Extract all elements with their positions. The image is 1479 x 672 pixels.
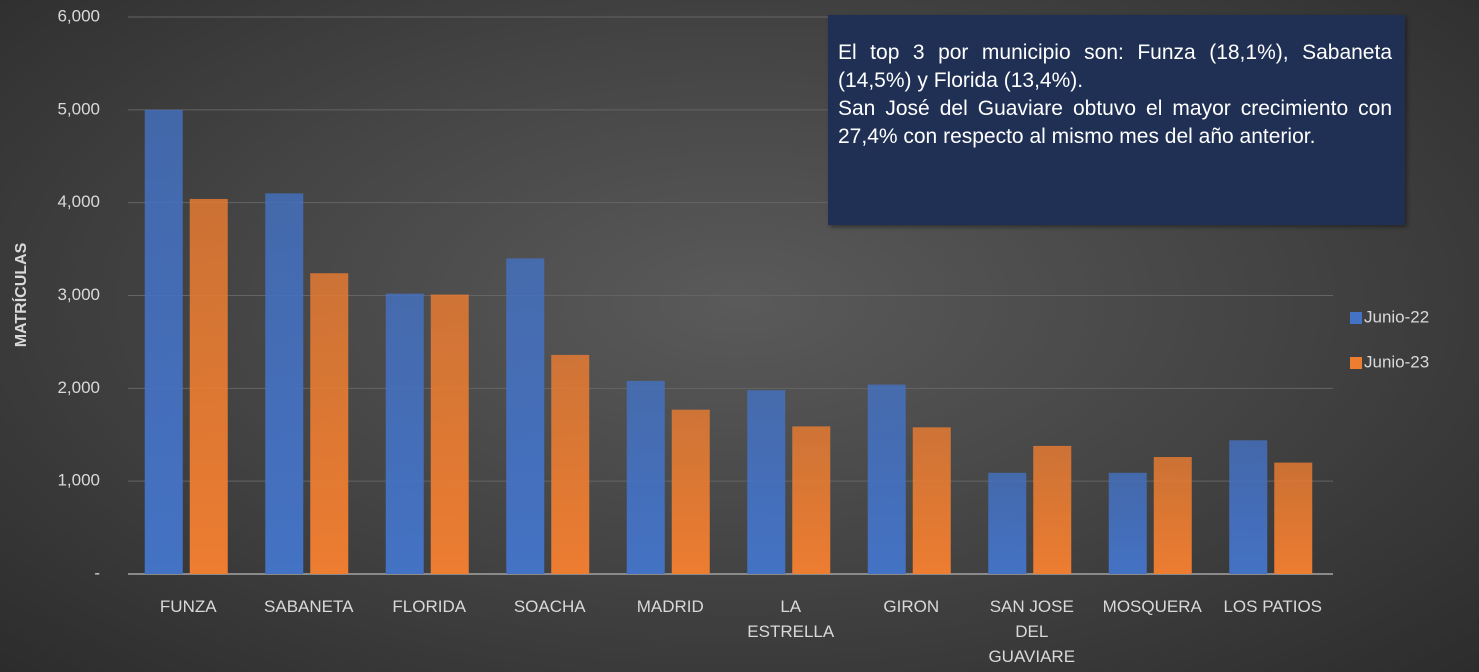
x-tick-label: LA ESTRELLA — [747, 597, 835, 641]
x-tick-label: FLORIDA — [392, 597, 467, 616]
bar — [144, 109, 183, 574]
legend-swatch — [1350, 312, 1362, 324]
x-tick-label: MADRID — [636, 597, 704, 616]
bar — [988, 472, 1027, 574]
annotation-text: El top 3 por municipio son: Funza (18,1%… — [838, 41, 1392, 92]
bar — [189, 198, 228, 574]
annotation-text: San José del Guaviare obtuvo el mayor cr… — [838, 97, 1392, 148]
y-tick-label: 3,000 — [57, 285, 100, 304]
x-tick-label: MOSQUERA — [1102, 597, 1202, 616]
bar — [1229, 440, 1268, 574]
y-tick-label: 5,000 — [57, 99, 100, 118]
bar — [867, 384, 906, 574]
bar — [310, 273, 349, 574]
x-tick-label: FUNZA — [159, 597, 217, 616]
bar — [671, 409, 710, 574]
x-tick-label: SAN JOSE DEL GUAVIARE — [988, 597, 1076, 666]
legend-label: Junio-23 — [1364, 352, 1429, 371]
x-tick-label: GIRON — [883, 597, 940, 616]
legend-label: Junio-22 — [1364, 307, 1429, 326]
y-axis-label: MATRÍCULAS — [11, 242, 30, 347]
x-tick-label: LOS PATIOS — [1223, 597, 1323, 616]
bar — [792, 426, 831, 574]
y-tick-label: 4,000 — [57, 192, 100, 211]
bar — [1274, 462, 1313, 574]
bar — [912, 427, 951, 574]
y-tick-label: 6,000 — [57, 6, 100, 25]
y-tick-label: 2,000 — [57, 378, 100, 397]
bar — [626, 380, 665, 574]
bar — [1108, 472, 1147, 574]
bar — [430, 294, 469, 574]
annotation-box: El top 3 por municipio son: Funza (18,1%… — [828, 15, 1405, 225]
bar — [265, 193, 304, 574]
bar — [747, 390, 786, 574]
legend-swatch — [1350, 357, 1362, 369]
x-tick-label: SOACHA — [513, 597, 586, 616]
bar — [551, 354, 590, 574]
bar — [1153, 457, 1192, 574]
bar — [1033, 445, 1072, 574]
y-tick-label: 1,000 — [57, 471, 100, 490]
bar — [385, 293, 424, 574]
x-tick-label: SABANETA — [264, 597, 354, 616]
y-tick-label: - — [94, 563, 100, 582]
bar — [506, 258, 545, 574]
